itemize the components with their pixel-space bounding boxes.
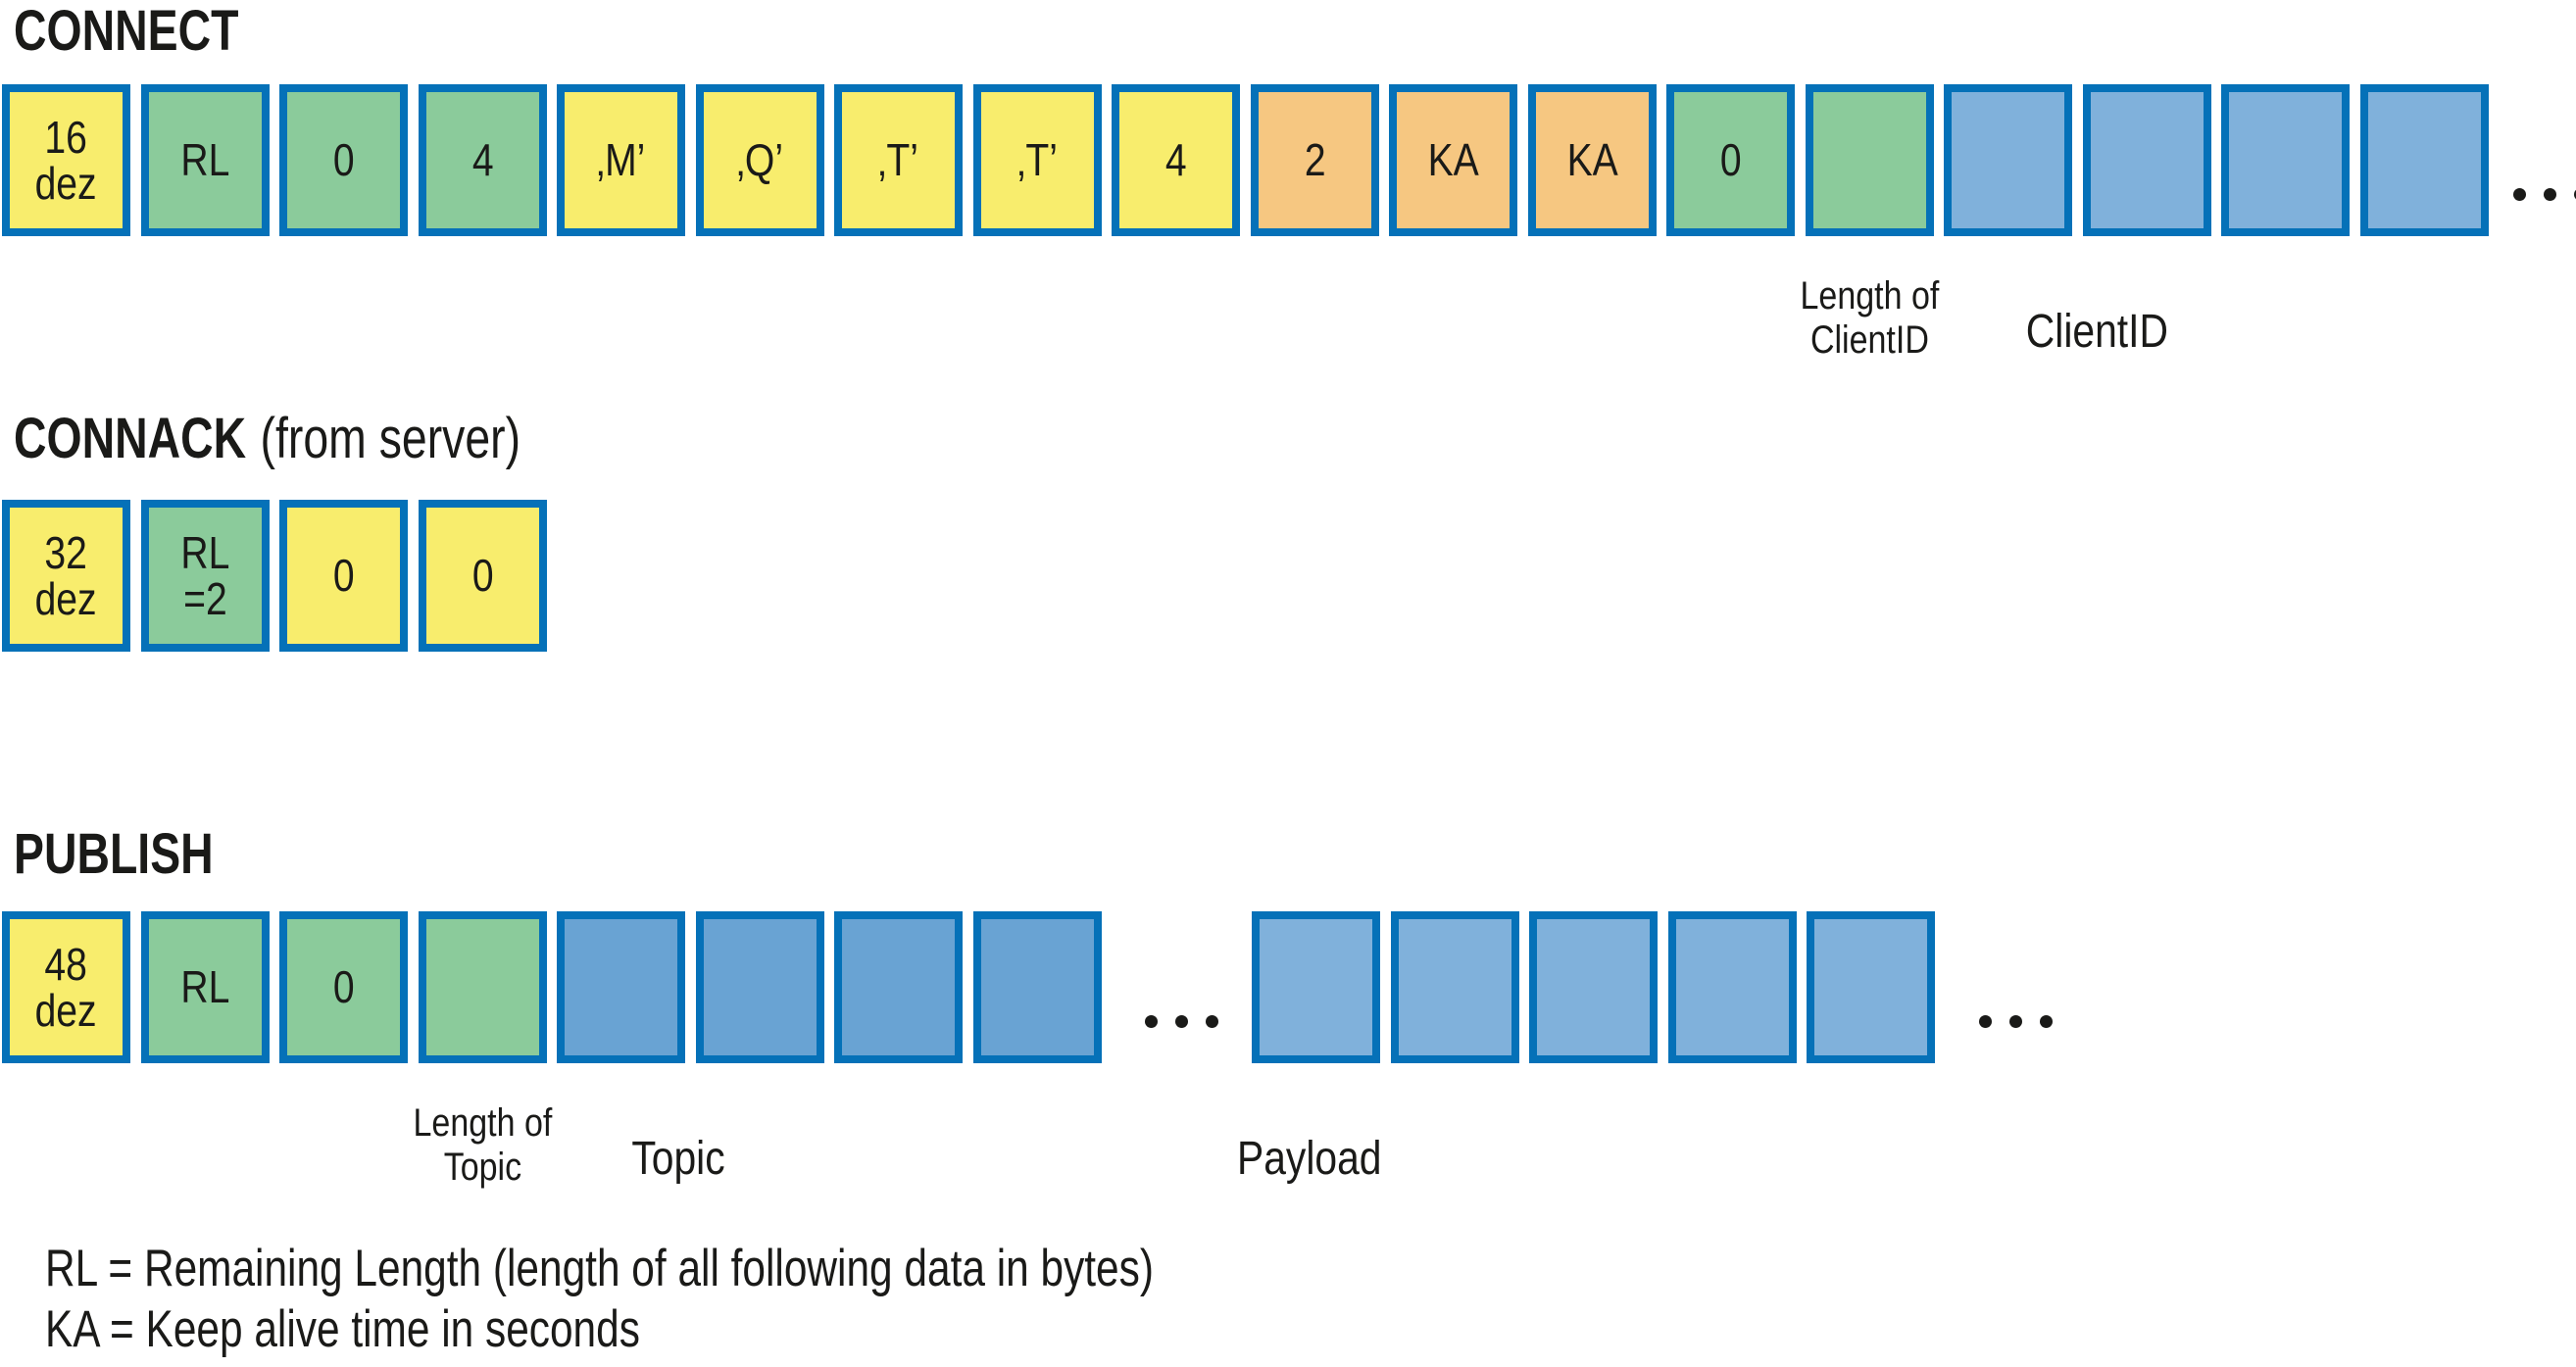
byte-box: ‚M’ xyxy=(557,84,685,236)
byte-box: RL =2 xyxy=(141,500,270,652)
field-label: Topic xyxy=(463,1134,894,1185)
field-label: Payload xyxy=(1094,1134,1525,1185)
legend-line-ka: KA = Keep alive time in seconds xyxy=(45,1300,640,1358)
byte-box-label: 0 xyxy=(332,134,355,185)
ellipsis-dot xyxy=(2544,188,2556,201)
field-label-text: Length of ClientID xyxy=(1800,274,1939,362)
section-title-text: CONNACK xyxy=(14,407,247,470)
field-label-text: ClientID xyxy=(2025,306,2168,358)
byte-box-label: 0 xyxy=(1719,134,1742,185)
byte-box xyxy=(1668,911,1797,1063)
byte-box: KA xyxy=(1389,84,1517,236)
ellipsis-dot xyxy=(1206,1015,1218,1028)
byte-box-label: ‚T’ xyxy=(1016,134,1059,185)
byte-box-label: 0 xyxy=(471,550,494,601)
byte-box: RL xyxy=(141,84,270,236)
byte-box: 0 xyxy=(279,911,408,1063)
byte-box-label: RL xyxy=(180,134,230,185)
byte-box xyxy=(2083,84,2211,236)
ellipsis-dot xyxy=(2574,188,2576,201)
byte-box-label: KA xyxy=(1566,134,1618,185)
field-label-text: Length of Topic xyxy=(413,1101,552,1189)
byte-box: KA xyxy=(1528,84,1657,236)
field-label: Length of ClientID xyxy=(1654,274,2085,363)
byte-box xyxy=(696,911,824,1063)
byte-box-label: ‚Q’ xyxy=(736,134,784,185)
byte-box-label: 0 xyxy=(332,550,355,601)
byte-box xyxy=(557,911,685,1063)
byte-box: ‚T’ xyxy=(973,84,1102,236)
ellipsis-dot xyxy=(2040,1015,2053,1028)
byte-box xyxy=(419,911,547,1063)
byte-box-label: ‚M’ xyxy=(596,134,646,185)
field-label-text: Payload xyxy=(1237,1133,1382,1185)
ellipsis-dot xyxy=(2009,1015,2022,1028)
byte-box: ‚T’ xyxy=(834,84,963,236)
byte-box xyxy=(1944,84,2072,236)
byte-box-label: RL =2 xyxy=(180,526,230,624)
byte-box: 2 xyxy=(1251,84,1379,236)
byte-box: 4 xyxy=(1112,84,1240,236)
field-label-text: Topic xyxy=(631,1133,725,1185)
legend-line-rl: RL = Remaining Length (length of all fol… xyxy=(45,1240,1154,1297)
byte-box xyxy=(1806,84,1934,236)
legend: RL = Remaining Length (length of all fol… xyxy=(45,1239,1154,1360)
byte-box-label: 4 xyxy=(1164,134,1187,185)
byte-box: 0 xyxy=(279,500,408,652)
byte-box-label: 2 xyxy=(1304,134,1326,185)
byte-box xyxy=(973,911,1102,1063)
ellipsis-dot xyxy=(2513,188,2526,201)
byte-box: 32 dez xyxy=(2,500,130,652)
section-title: PUBLISH xyxy=(14,821,214,887)
byte-box: RL xyxy=(141,911,270,1063)
section-title-text: CONNECT xyxy=(14,0,239,63)
byte-box-label: ‚T’ xyxy=(877,134,919,185)
ellipsis-dot xyxy=(1979,1015,1992,1028)
section-title: CONNACK (from server) xyxy=(14,406,520,471)
byte-box-label: RL xyxy=(180,961,230,1012)
byte-box-label: 0 xyxy=(332,961,355,1012)
byte-box-label: KA xyxy=(1427,134,1479,185)
byte-box-label: 48 dez xyxy=(34,938,98,1036)
byte-box-label: 32 dez xyxy=(34,526,98,624)
ellipsis-dot xyxy=(1145,1015,1158,1028)
byte-box xyxy=(2221,84,2350,236)
ellipsis-dot xyxy=(1175,1015,1188,1028)
byte-box xyxy=(1252,911,1380,1063)
byte-box: 48 dez xyxy=(2,911,130,1063)
byte-box xyxy=(1529,911,1658,1063)
byte-box: ‚Q’ xyxy=(696,84,824,236)
byte-box xyxy=(2360,84,2489,236)
byte-box xyxy=(834,911,963,1063)
byte-box: 0 xyxy=(279,84,408,236)
byte-box: 16 dez xyxy=(2,84,130,236)
byte-box: 4 xyxy=(419,84,547,236)
section-subtitle: (from server) xyxy=(260,407,521,470)
byte-box-label: 16 dez xyxy=(34,111,98,209)
field-label: ClientID xyxy=(1881,307,2312,358)
section-title-text: PUBLISH xyxy=(14,822,214,886)
byte-box xyxy=(1391,911,1519,1063)
section-title: CONNECT xyxy=(14,0,238,64)
byte-box-label: 4 xyxy=(471,134,494,185)
byte-box: 0 xyxy=(419,500,547,652)
field-label: Length of Topic xyxy=(267,1101,698,1190)
byte-box: 0 xyxy=(1666,84,1795,236)
byte-box xyxy=(1807,911,1935,1063)
